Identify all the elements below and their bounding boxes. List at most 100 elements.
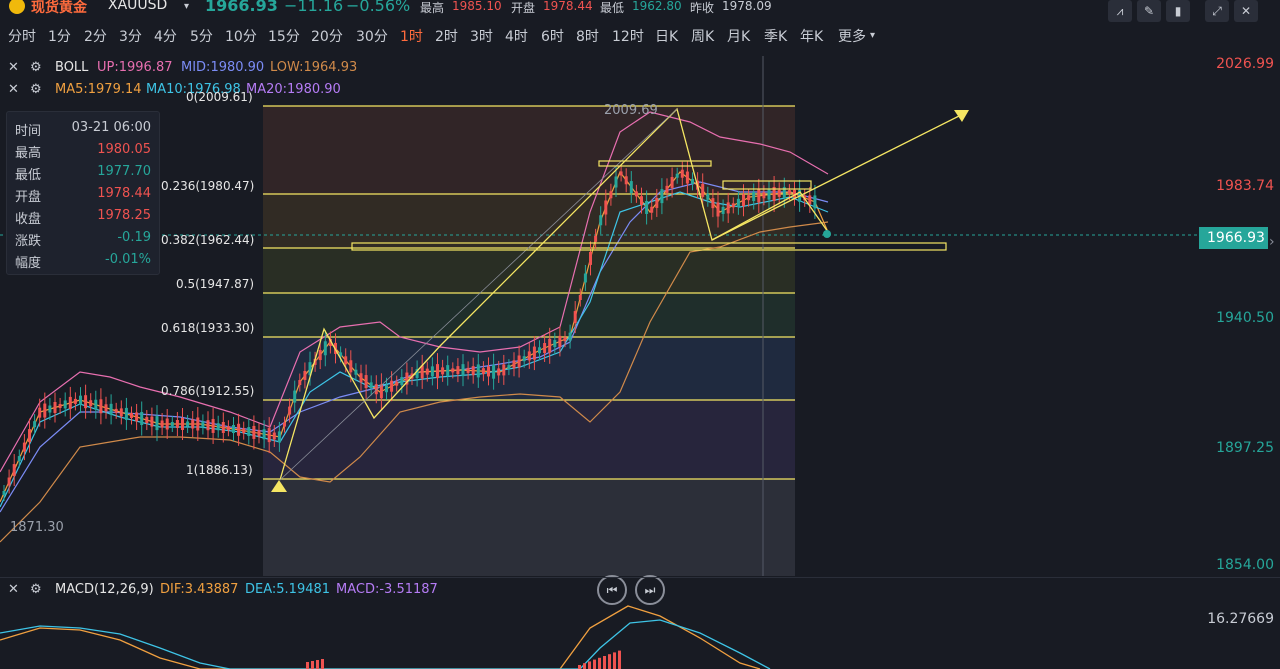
more-dropdown-icon[interactable]: ▾ <box>870 30 876 41</box>
timeframe-7[interactable]: 15分 <box>268 29 300 45</box>
timeframe-3[interactable]: 3分 <box>119 29 142 45</box>
macd-histogram-bar <box>603 656 606 669</box>
trough-annotation: 1871.30 <box>10 520 64 535</box>
macd-value: MACD:-3.51187 <box>336 582 438 597</box>
ma-settings-icon[interactable]: ⚙ <box>30 82 42 97</box>
info-value: 03-21 06:00 <box>71 120 151 135</box>
candle-body <box>731 203 735 208</box>
macd-settings-icon[interactable]: ⚙ <box>30 582 42 597</box>
timeframe-17[interactable]: 日K <box>655 29 679 45</box>
candle-body <box>17 456 21 462</box>
ma-close-icon[interactable]: ✕ <box>8 82 19 97</box>
high-label: 最高 <box>420 1 445 15</box>
macd-dif: DIF:3.43887 <box>160 582 239 597</box>
candlestick-icon[interactable]: ▮ <box>1166 0 1190 22</box>
timeframe-18[interactable]: 周K <box>691 29 715 45</box>
candle-body <box>369 382 373 389</box>
fib-label-236: 0.236(1980.47) <box>161 179 255 193</box>
macd-histogram-bar <box>613 652 616 669</box>
candle-body <box>364 375 368 389</box>
macd-close-icon[interactable]: ✕ <box>8 582 19 597</box>
candle-body <box>481 368 485 375</box>
candle-body <box>216 423 220 431</box>
macd-histogram-bar <box>306 662 309 669</box>
info-row: 时间 03-21 06:00 <box>15 120 151 140</box>
candle-body <box>502 364 506 376</box>
candle-body <box>175 420 179 428</box>
prev-button[interactable]: ⏮ <box>597 575 627 605</box>
timeframe-2[interactable]: 2分 <box>84 29 107 45</box>
info-value: 1978.25 <box>97 208 151 223</box>
candle-body <box>43 403 47 418</box>
candle-body <box>456 366 460 375</box>
timeframe-20[interactable]: 季K <box>764 29 788 45</box>
price-axis[interactable]: 2026.99 1983.74 1940.50 1897.25 1854.00 … <box>1199 52 1280 669</box>
timeframe-0[interactable]: 分时 <box>8 29 36 45</box>
timeframe-5[interactable]: 5分 <box>190 29 213 45</box>
macd-axis-top: 16.27669 <box>1207 611 1274 627</box>
chevron-right-icon[interactable]: › <box>1269 234 1275 250</box>
candle-body <box>476 364 480 378</box>
resistance-box <box>598 160 712 167</box>
candle-body <box>650 206 654 213</box>
candle-body <box>89 400 93 407</box>
boll-close-icon[interactable]: ✕ <box>8 60 19 75</box>
candle-body <box>430 366 434 377</box>
timeframe-6[interactable]: 10分 <box>225 29 257 45</box>
timeframe-19[interactable]: 月K <box>727 29 751 45</box>
timeframe-13[interactable]: 4时 <box>505 29 528 45</box>
candle-body <box>563 337 567 342</box>
macd-histogram-bar <box>583 663 586 669</box>
candle-body <box>782 187 786 199</box>
expand-icon[interactable]: ⤢ <box>1205 0 1229 22</box>
candle-body <box>79 395 82 405</box>
arrow-head <box>954 110 969 122</box>
candle-body <box>538 347 541 354</box>
candle-body <box>497 368 501 376</box>
macd-pane[interactable]: ✕ ⚙ MACD(12,26,9) DIF:3.43887 DEA:5.1948… <box>0 578 1198 669</box>
ma10-value: MA10:1976.98 <box>146 82 241 97</box>
candle-body <box>721 206 725 214</box>
symbol-name[interactable]: 现货黄金 <box>31 0 87 16</box>
timeframe-15[interactable]: 8时 <box>576 29 599 45</box>
timeframe-10[interactable]: 1时 <box>400 29 423 45</box>
candle-body <box>415 368 419 378</box>
timeframe-14[interactable]: 6时 <box>541 29 564 45</box>
draw-pen-icon[interactable]: ✎ <box>1137 0 1161 22</box>
symbol-dropdown-icon[interactable]: ▾ <box>184 1 190 12</box>
pane-divider[interactable] <box>0 577 1280 578</box>
candle-body <box>206 420 210 431</box>
timeframe-9[interactable]: 30分 <box>356 29 388 45</box>
ma20-value: MA20:1980.90 <box>246 82 341 97</box>
timeframe-8[interactable]: 20分 <box>311 29 343 45</box>
price-change-percent: −0.56% <box>346 0 411 15</box>
macd-dea: DEA:5.19481 <box>245 582 331 597</box>
candle-body <box>84 395 88 409</box>
timeframe-11[interactable]: 2时 <box>435 29 458 45</box>
low-value: 1962.80 <box>632 0 682 13</box>
timeframe-1[interactable]: 1分 <box>48 29 71 45</box>
fib-zone <box>263 106 795 194</box>
candle-body <box>548 338 552 353</box>
close-icon[interactable]: ✕ <box>1234 0 1258 22</box>
candle-body <box>583 273 587 283</box>
candle-body <box>446 365 450 377</box>
macd-histogram-bar <box>578 665 581 669</box>
timeframe-21[interactable]: 年K <box>800 29 824 45</box>
chart-type-icon[interactable]: ⩘ <box>1108 0 1132 22</box>
timeframe-16[interactable]: 12时 <box>612 29 644 45</box>
candle-body <box>318 350 322 361</box>
timeframe-4[interactable]: 4分 <box>154 29 177 45</box>
candle-body <box>436 364 439 379</box>
next-button[interactable]: ⏭ <box>635 575 665 605</box>
timeframe-12[interactable]: 3时 <box>470 29 493 45</box>
candle-body <box>191 419 195 429</box>
symbol-code[interactable]: XAUUSD <box>108 0 168 13</box>
timeframe-22[interactable]: 更多 <box>838 29 866 45</box>
candle-body <box>451 368 455 373</box>
candle-body <box>466 367 470 373</box>
boll-settings-icon[interactable]: ⚙ <box>30 60 42 75</box>
price-chart[interactable]: ✕ ⚙ BOLL UP:1996.87 MID:1980.90 LOW:1964… <box>0 52 1198 605</box>
range-box <box>722 180 812 190</box>
candle-body <box>252 425 256 439</box>
